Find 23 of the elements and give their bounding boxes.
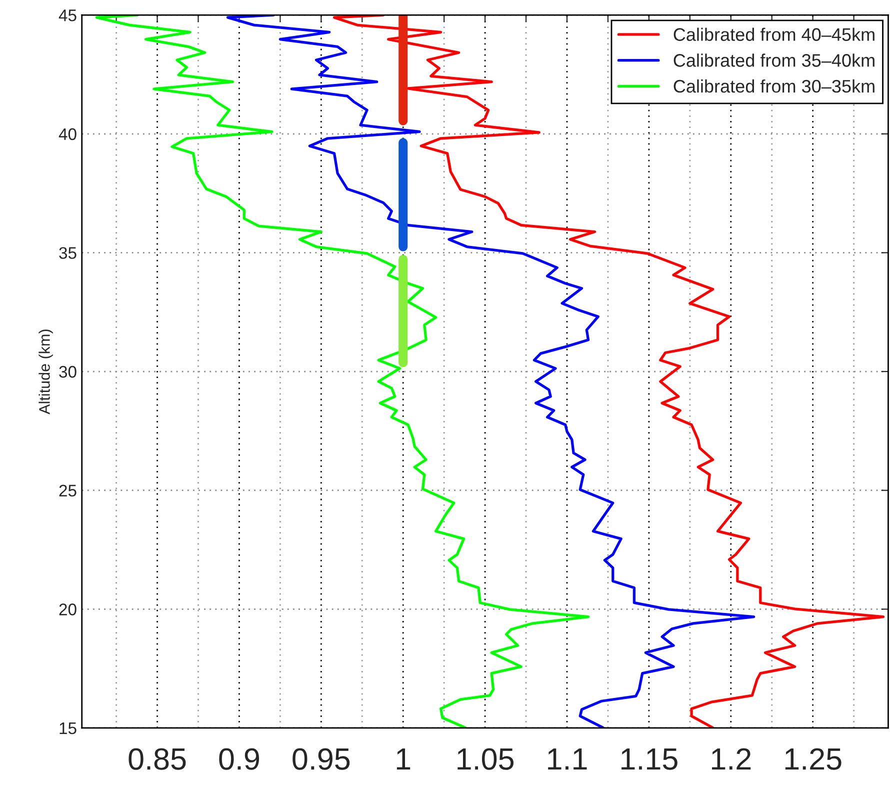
line-series	[226, 15, 756, 728]
legend-label: Calibrated from 35–40km	[674, 54, 874, 67]
y-tick-label: 45	[58, 10, 76, 22]
x-tick-label: 1.25	[785, 748, 842, 770]
x-tick-label: 1.05	[458, 748, 514, 770]
y-tick-label: 20	[59, 604, 76, 616]
x-tick-label: 1.2	[712, 748, 751, 770]
y-tick-label: 30	[59, 366, 76, 378]
x-tick-label: 1	[396, 748, 410, 770]
y-tick-label: 25	[59, 484, 76, 497]
x-tick-label: 0.9	[219, 748, 260, 770]
y-tick-label: 35	[59, 247, 76, 259]
y-axis-title: Altitude (km)	[38, 330, 53, 414]
y-tick-label: 40	[58, 128, 76, 140]
legend-label: Calibrated from 30–35km	[674, 79, 874, 93]
line-series	[332, 15, 885, 728]
legend-label: Calibrated from 40–45km	[674, 28, 874, 41]
x-tick-label: 0.85	[128, 748, 186, 770]
y-tick-label: 15	[60, 722, 76, 734]
x-tick-label: 1.1	[548, 748, 587, 770]
x-tick-label: 1.15	[622, 748, 678, 770]
x-tick-label: 0.95	[292, 748, 350, 770]
line-series	[95, 15, 590, 728]
